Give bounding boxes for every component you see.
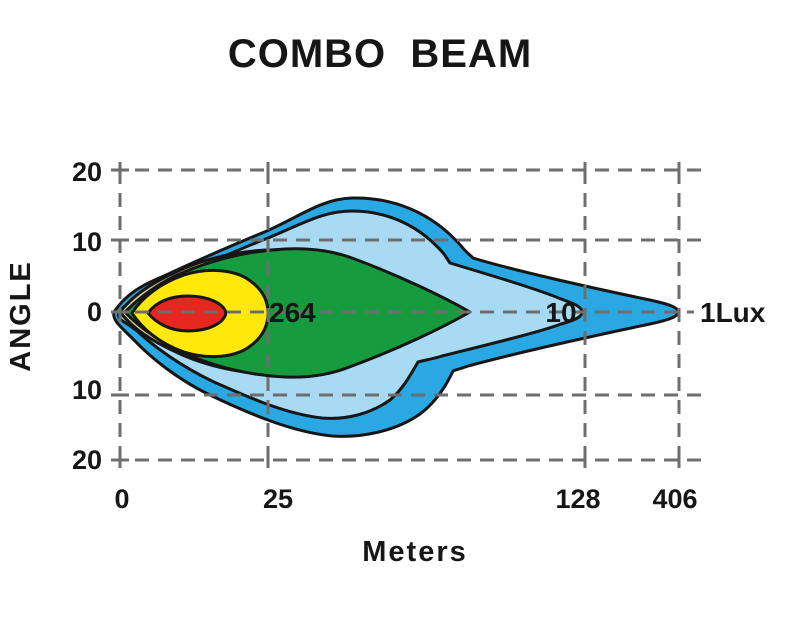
- beam-label-1lux: 1Lux: [700, 297, 766, 328]
- chart-title: COMBO BEAM: [228, 32, 532, 76]
- y-axis-label: ANGLE: [5, 260, 37, 372]
- x-axis-label: Meters: [362, 536, 468, 568]
- grid: [111, 162, 701, 468]
- y-tick-20-bottom: 20: [72, 445, 102, 475]
- beam-label-264: 264: [269, 297, 316, 328]
- beam-label-10: 10: [545, 297, 576, 328]
- y-tick-0: 0: [87, 297, 102, 327]
- y-tick-10-bottom: 10: [72, 375, 102, 405]
- x-tick-406: 406: [652, 484, 697, 514]
- y-tick-10-top: 10: [72, 227, 102, 257]
- y-tick-20-top: 20: [72, 157, 102, 187]
- x-tick-0: 0: [114, 484, 129, 514]
- x-tick-128: 128: [555, 484, 600, 514]
- beam-contours: [112, 196, 680, 438]
- x-tick-25: 25: [263, 484, 293, 514]
